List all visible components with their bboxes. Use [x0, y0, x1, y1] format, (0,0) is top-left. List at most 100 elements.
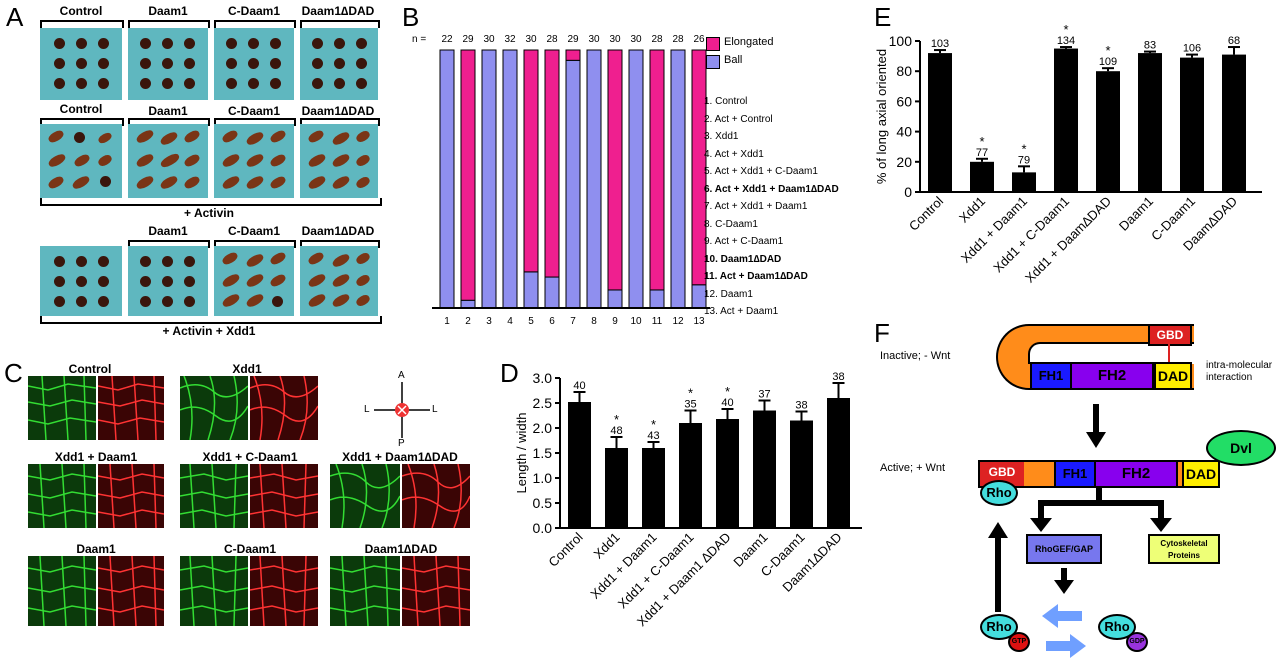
- d-bar: [568, 402, 591, 528]
- a-activin-caption: + Activin: [184, 206, 234, 220]
- c-image-c-daam1-red: [250, 556, 318, 626]
- c-image-xdd1-green: [180, 376, 248, 440]
- b-conditions-list: 1. Control 2. Act + Control 3. Xdd1 4. A…: [704, 93, 839, 321]
- f-branch-arrows: [1030, 488, 1172, 532]
- b-n-value: 30: [525, 34, 537, 45]
- a-row1-header-control: Control: [59, 4, 103, 18]
- a-row1-bracket-3: [214, 20, 296, 28]
- b-n-value: 30: [588, 34, 600, 45]
- a-row1-bracket-4: [300, 20, 380, 28]
- b-n-value: 26: [693, 34, 705, 45]
- c-image-daam1-red: [98, 556, 164, 626]
- c-label-xdd1-daam1-dad: Xdd1 + Daam1∆DAD: [342, 450, 458, 464]
- b-bar-elongated: [607, 49, 623, 291]
- b-condition-4: 4. Act + Xdd1: [704, 148, 764, 160]
- b-bar-ball: [607, 289, 623, 309]
- legend-swatch-elongated: [706, 37, 720, 51]
- b-x-tick-label: 6: [549, 316, 555, 327]
- legend-swatch-ball: [706, 55, 720, 69]
- d-y-tick-label: 3.0: [533, 370, 553, 386]
- a-row2-bracket-3: [214, 118, 296, 126]
- d-n-label: 38: [832, 371, 844, 383]
- d-y-tick-label: 2.5: [533, 395, 553, 411]
- c-image-xdd1-daam1-red: [98, 464, 164, 528]
- c-image-xdd1-daam1-dad-red: [402, 464, 470, 528]
- b-bar-ball: [628, 49, 644, 309]
- b-n-value: 30: [483, 34, 495, 45]
- b-bar-ball: [502, 49, 518, 309]
- b-x-tick-label: 13: [693, 316, 705, 327]
- compass-left-label: L: [364, 404, 370, 415]
- a-row3-bracket-3: [300, 240, 380, 248]
- c-image-c-daam1-green: [180, 556, 248, 626]
- d-bar: [642, 448, 665, 528]
- d-y-tick-label: 1.5: [533, 445, 553, 461]
- a-row2-header-daam1: Daam1: [148, 104, 188, 118]
- e-y-axis-label: % of long axial oriented: [874, 49, 889, 184]
- e-significance-star: *: [1105, 43, 1110, 58]
- d-n-label: 43: [647, 430, 659, 442]
- e-significance-star: *: [979, 134, 984, 149]
- a-photo-r1-daam1-dad: [300, 28, 378, 100]
- b-bar-ball: [670, 49, 686, 309]
- b-bar-elongated: [460, 49, 476, 301]
- b-n-value: 28: [651, 34, 663, 45]
- a-photo-r1-control: [40, 28, 122, 100]
- d-n-label: 40: [573, 380, 585, 392]
- d-bar: [716, 419, 739, 528]
- f-inactive-fh2: FH2: [1070, 362, 1154, 390]
- e-x-tick-label: Xdd1: [956, 194, 988, 226]
- c-image-xdd1-daam1-green: [28, 464, 96, 528]
- e-bar: [1138, 53, 1162, 192]
- b-bar-ball: [586, 49, 602, 309]
- b-condition-9: 9. Act + C-Daam1: [704, 236, 784, 247]
- f-rho-bound: Rho: [980, 480, 1018, 506]
- e-y-tick-label: 100: [889, 33, 913, 49]
- a-activin-xdd1-caption: + Activin + Xdd1: [162, 324, 256, 338]
- f-active-fh1: FH1: [1054, 460, 1096, 488]
- compass-top-label: A: [398, 370, 405, 381]
- d-significance-star: *: [651, 417, 656, 432]
- c-image-xdd1-c-daam1-red: [250, 464, 318, 528]
- b-condition-5: 5. Act + Xdd1 + C-Daam1: [704, 166, 818, 177]
- e-bar: [970, 161, 994, 192]
- f-inactive-fh1: FH1: [1030, 362, 1072, 390]
- b-condition-10: 10. Daam1∆DAD: [704, 253, 782, 265]
- a-row2-bracket-2: [128, 118, 210, 126]
- e-y-tick-label: 80: [896, 63, 912, 79]
- b-bar-elongated: [523, 49, 539, 273]
- e-bar: [1180, 57, 1204, 192]
- a-photo-r1-daam1: [128, 28, 208, 100]
- panel-a-letter: A: [6, 2, 24, 32]
- f-active-label: Active; + Wnt: [880, 462, 946, 474]
- f-inactive-label: Inactive; - Wnt: [880, 350, 951, 362]
- b-bar-elongated: [544, 49, 560, 278]
- a-row3-bracket-1: [128, 240, 210, 248]
- e-n-label: 106: [1183, 43, 1201, 55]
- c-image-xdd1-red: [250, 376, 318, 440]
- b-condition-13: 13. Act + Daam1: [704, 306, 779, 317]
- f-activation-arrow: [1086, 404, 1106, 448]
- e-bar: [1096, 71, 1120, 192]
- f-inactive-backbone-gap: [1028, 342, 1194, 364]
- d-y-axis-label: Length / width: [514, 413, 529, 494]
- f-intramolecular-label: intra-molecular interaction: [1206, 360, 1273, 383]
- panel-f-letter: F: [874, 318, 890, 348]
- b-bar-ball: [649, 289, 665, 309]
- c-image-daam1-dad-green: [330, 556, 400, 626]
- b-condition-7: 7. Act + Xdd1 + Daam1: [704, 201, 808, 212]
- f-rho-gtp: Rho: [980, 614, 1018, 640]
- a-row2-bracket-1: [40, 118, 124, 126]
- a-row3-header-c-daam1: C-Daam1: [227, 224, 281, 238]
- a-row1-bracket-2: [128, 20, 210, 28]
- a-photo-r2-control: [40, 124, 122, 198]
- b-condition-1: 1. Control: [704, 96, 748, 107]
- a-photo-r3-control: [40, 246, 122, 316]
- a-photo-r3-c-daam1: [214, 246, 294, 316]
- d-n-label: 37: [758, 389, 770, 401]
- f-gtp-badge: GTP: [1008, 632, 1030, 652]
- d-y-tick-label: 1.0: [533, 470, 553, 486]
- compass-bottom-label: P: [398, 438, 405, 449]
- e-bar: [928, 53, 952, 192]
